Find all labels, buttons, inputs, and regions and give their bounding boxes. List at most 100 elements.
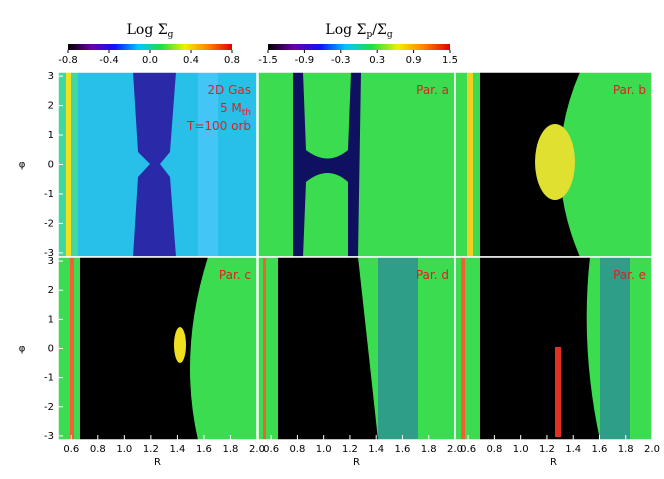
- image-black: [80, 257, 208, 440]
- image-band: [263, 257, 266, 440]
- text-part: Par. a: [416, 83, 449, 97]
- text-part: T=100 orb: [186, 119, 251, 133]
- image-band: [461, 257, 465, 440]
- annotation: Par. d: [416, 268, 449, 282]
- x-tick-label: 0.8: [289, 444, 305, 455]
- x-axis-label: R: [154, 457, 161, 468]
- tick-label: 1.5: [442, 55, 458, 66]
- x-tick-label: 1.2: [342, 444, 358, 455]
- tick-label: -0.4: [99, 55, 119, 66]
- text-part: Par. b: [613, 83, 646, 97]
- x-tick-label: 1.6: [196, 444, 212, 455]
- image-black: [278, 257, 378, 440]
- x-tick-label: 1.0: [116, 444, 132, 455]
- y-tick-label: 3: [48, 256, 54, 267]
- text-part: th: [242, 108, 251, 118]
- x-tick-label: 0.6: [460, 444, 476, 455]
- tick-label: -0.9: [295, 55, 315, 66]
- y-tick-label: -1: [44, 189, 54, 200]
- annotation: 2D Gas: [207, 83, 251, 97]
- colorbar-title: Log Σp/Σg: [325, 22, 392, 40]
- x-tick-label: 1.2: [143, 444, 159, 455]
- tick-label: -1.5: [258, 55, 278, 66]
- image-blob: [174, 327, 186, 363]
- image-band: [198, 72, 218, 257]
- y-tick-label: -3: [44, 248, 54, 259]
- text-part: /Σ: [372, 22, 387, 38]
- x-tick-label: 1.6: [395, 444, 411, 455]
- x-tick-label: 1.4: [565, 444, 581, 455]
- x-tick-label: 2.0: [644, 444, 660, 455]
- tick-label: 0.8: [224, 55, 240, 66]
- text-part: g: [168, 30, 174, 40]
- y-tick-label: -3: [44, 431, 54, 442]
- image-band: [133, 72, 176, 257]
- text-part: g: [387, 30, 393, 40]
- y-tick-label: -2: [44, 402, 54, 413]
- panel-frame: [454, 256, 653, 441]
- x-tick-label: 1.4: [368, 444, 384, 455]
- image-band: [600, 257, 630, 440]
- x-tick-label: 2.0: [249, 444, 265, 455]
- annotation: Par. c: [219, 268, 251, 282]
- text-part: Par. c: [219, 268, 251, 282]
- x-tick-label: 1.2: [539, 444, 555, 455]
- image-blob: [535, 124, 575, 200]
- x-tick-label: 0.8: [90, 444, 106, 455]
- y-tick-label: -1: [44, 373, 54, 384]
- image-band: [66, 72, 71, 257]
- panel: [455, 257, 652, 440]
- image-band: [555, 347, 561, 437]
- y-tick-label: 2: [48, 285, 54, 296]
- colorbar-title: Log Σg: [127, 22, 174, 40]
- image-black: [480, 72, 580, 257]
- text-part: p: [366, 30, 372, 40]
- x-tick-label: 1.4: [169, 444, 185, 455]
- image-black: [480, 257, 600, 440]
- annotation: Par. a: [416, 83, 449, 97]
- y-axis-label: φ: [19, 160, 26, 171]
- colorbar: [268, 44, 450, 50]
- tick-label: 0.4: [183, 55, 199, 66]
- y-tick-label: 1: [48, 314, 54, 325]
- tick-label: -0.3: [331, 55, 351, 66]
- x-tick-label: 1.8: [618, 444, 634, 455]
- x-tick-label: 1.0: [316, 444, 332, 455]
- text-part: Log Σ: [127, 22, 168, 38]
- colorbar: [68, 44, 232, 50]
- x-tick-label: 1.8: [421, 444, 437, 455]
- text-part: 2D Gas: [207, 83, 251, 97]
- text-part: Par. d: [416, 268, 449, 282]
- x-tick-label: 0.6: [63, 444, 79, 455]
- y-axis-label: φ: [19, 344, 26, 355]
- panel: [58, 72, 257, 257]
- x-axis-label: R: [353, 457, 360, 468]
- image-band: [378, 257, 418, 440]
- text-part: Par. e: [613, 268, 646, 282]
- tick-label: 0.3: [369, 55, 385, 66]
- y-tick-label: 3: [48, 71, 54, 82]
- y-tick-label: 0: [48, 344, 54, 355]
- y-tick-label: 1: [48, 130, 54, 141]
- panel: [455, 72, 652, 257]
- x-tick-label: 1.6: [592, 444, 608, 455]
- x-tick-label: 0.8: [486, 444, 502, 455]
- x-tick-label: 1.0: [513, 444, 529, 455]
- y-tick-label: 0: [48, 160, 54, 171]
- annotation: 5 Mth: [220, 101, 251, 118]
- text-part: 5 M: [220, 101, 242, 115]
- panel: [58, 257, 257, 440]
- y-tick-label: -2: [44, 218, 54, 229]
- image-band: [293, 72, 361, 257]
- x-tick-label: 1.8: [223, 444, 239, 455]
- annotation: T=100 orb: [186, 119, 251, 133]
- text-part: Log Σ: [325, 22, 366, 38]
- x-tick-label: 0.6: [263, 444, 279, 455]
- x-axis-label: R: [550, 457, 557, 468]
- tick-label: 0.0: [142, 55, 158, 66]
- tick-label: -0.8: [58, 55, 78, 66]
- x-tick-label: 2.0: [447, 444, 463, 455]
- annotation: Par. b: [613, 83, 646, 97]
- image-band: [70, 257, 74, 440]
